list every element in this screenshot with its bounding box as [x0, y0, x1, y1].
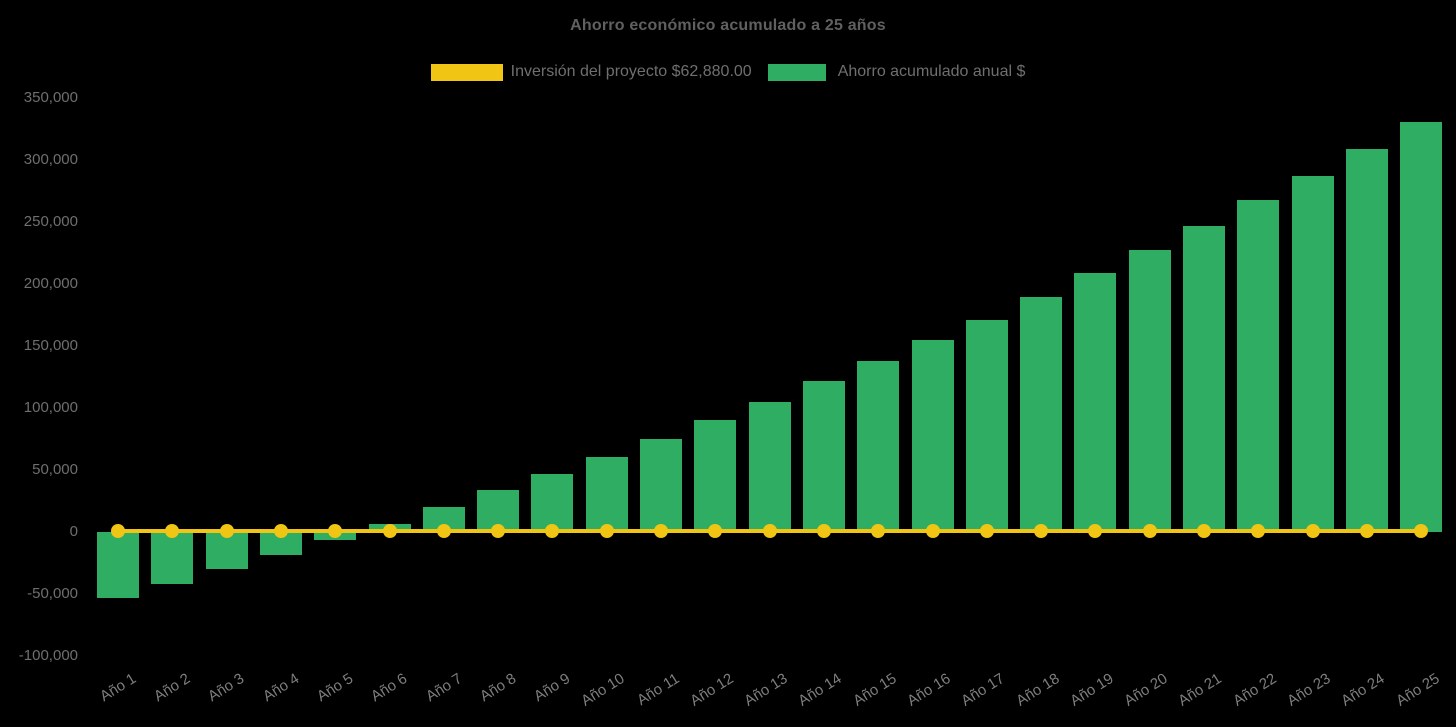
- x-axis-label: Año 7: [422, 670, 465, 706]
- investment-line-dot: [219, 524, 234, 538]
- legend-label-savings: Ahorro acumulado anual $: [837, 63, 1026, 80]
- chart-title: Ahorro económico acumulado a 25 años: [570, 17, 886, 34]
- x-axis-label: Año 5: [313, 670, 357, 706]
- investment-line-dot: [1142, 524, 1157, 538]
- investment-line-dot: [816, 524, 831, 538]
- investment-line-dot: [871, 524, 886, 538]
- y-tick-label: -50,000: [27, 585, 78, 602]
- savings-bar: [911, 339, 954, 532]
- investment-line-dot: [1088, 524, 1103, 538]
- investment-line-dot: [1197, 524, 1211, 538]
- x-axis-label: Año 12: [686, 670, 737, 710]
- x-axis-label: Año 24: [1338, 670, 1388, 710]
- investment-line-dot: [491, 524, 506, 538]
- y-tick-label: 0: [69, 523, 78, 540]
- x-axis-label: Año 18: [1012, 670, 1063, 710]
- savings-bar: [1345, 148, 1388, 532]
- x-axis-label: Año 4: [259, 670, 302, 706]
- legend: Inversión del proyecto $62,880.00 Ahorro…: [0, 63, 1456, 81]
- savings-bar: [748, 401, 791, 532]
- investment-line-dot: [762, 524, 777, 538]
- investment-line-dot: [1359, 524, 1374, 538]
- savings-bar: [151, 532, 194, 585]
- y-tick-label: 100,000: [23, 399, 78, 416]
- savings-bar: [1400, 122, 1443, 532]
- x-axis-label: Año 15: [849, 670, 900, 710]
- savings-bar-swatch-icon: [767, 63, 826, 81]
- y-tick-label: -100,000: [18, 647, 78, 664]
- savings-bar: [1183, 225, 1225, 532]
- investment-line-dot: [328, 524, 343, 538]
- x-axis-label: Año 9: [531, 670, 574, 706]
- savings-bar: [1020, 297, 1063, 532]
- savings-bar: [97, 532, 139, 598]
- savings-bar: [694, 420, 737, 532]
- y-tick-label: 250,000: [23, 213, 78, 230]
- x-axis-label: Año 11: [633, 670, 683, 710]
- x-axis-label: Año 17: [958, 670, 1008, 710]
- investment-line-dot: [545, 524, 560, 538]
- x-axis-label: Año 3: [205, 670, 248, 706]
- x-axis-label: Año 22: [1229, 670, 1280, 710]
- savings-bar: [1074, 272, 1117, 532]
- x-axis-label: Año 1: [96, 670, 140, 706]
- savings-bar: [640, 439, 682, 532]
- savings-bar: [857, 360, 900, 532]
- investment-line-dot: [979, 524, 994, 538]
- investment-line-dot: [925, 524, 940, 538]
- x-axis-label: Año 8: [476, 670, 520, 706]
- savings-bar: [1128, 249, 1171, 532]
- x-axis-label: Año 6: [368, 670, 411, 706]
- investment-line-dot: [708, 524, 723, 538]
- legend-label-investment: Inversión del proyecto $62,880.00: [510, 63, 752, 80]
- savings-bar: [1237, 199, 1280, 532]
- savings-bar: [1291, 176, 1334, 532]
- investment-line-dot: [273, 524, 288, 538]
- investment-line-dot: [654, 524, 668, 538]
- x-axis-label: Año 16: [904, 670, 954, 710]
- x-axis-label: Año 20: [1121, 670, 1171, 710]
- investment-line-dot: [599, 524, 614, 538]
- investment-line-dot: [436, 524, 451, 538]
- investment-line-dot: [1251, 524, 1266, 538]
- x-axis-label: Año 10: [578, 670, 628, 710]
- x-axis-label: Año 25: [1392, 670, 1443, 710]
- savings-bar: [531, 473, 574, 532]
- savings-bar: [802, 380, 845, 532]
- y-tick-label: 150,000: [23, 337, 78, 354]
- investment-line-dot: [1414, 524, 1429, 538]
- savings-bar: [205, 532, 248, 570]
- legend-item-investment[interactable]: Inversión del proyecto $62,880.00: [430, 63, 752, 81]
- y-tick-label: 300,000: [23, 151, 78, 168]
- savings-bar: [585, 456, 628, 532]
- investment-line-dot: [382, 524, 397, 538]
- x-axis-label: Año 2: [151, 670, 194, 706]
- legend-item-savings[interactable]: Ahorro acumulado anual $: [767, 63, 1026, 81]
- x-axis-label: Año 19: [1067, 670, 1117, 710]
- investment-line-dot: [1305, 524, 1320, 538]
- investment-line-swatch-icon: [430, 63, 503, 81]
- y-tick-label: 200,000: [23, 275, 78, 292]
- y-tick-label: 350,000: [23, 89, 78, 106]
- investment-line-dot: [1034, 524, 1049, 538]
- savings-bar: [259, 532, 302, 555]
- x-axis-label: Año 13: [741, 670, 791, 710]
- investment-line-dot: [111, 524, 125, 538]
- savings-bar: [965, 319, 1008, 532]
- investment-line-dot: [165, 524, 180, 538]
- x-axis-label: Año 23: [1284, 670, 1334, 710]
- y-tick-label: 50,000: [32, 461, 78, 478]
- x-axis-label: Año 14: [795, 670, 845, 710]
- x-axis-label: Año 21: [1175, 670, 1226, 710]
